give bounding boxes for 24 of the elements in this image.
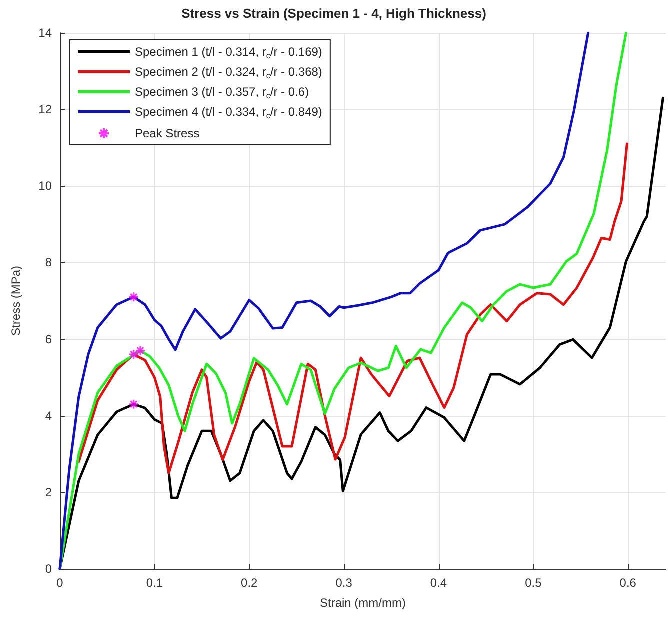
x-tick-label: 0.3 [336,576,353,590]
x-tick-label: 0 [56,576,64,590]
x-tick-label: 0.2 [241,576,258,590]
y-tick-label: 2 [45,485,52,500]
y-tick-label: 8 [45,256,52,270]
x-tick-label: 0.5 [525,576,542,590]
y-tick-label: 6 [45,332,52,346]
chart-title: Stress vs Strain (Specimen 1 - 4, High Thickness) [182,6,486,21]
point [128,349,140,360]
x-tick-label: 0.6 [620,576,637,590]
y-tick-label: 0 [45,562,52,576]
y-tick-label: 10 [38,179,52,194]
point [128,292,140,302]
y-tick-label: 12 [38,102,52,117]
line-series [78,142,628,475]
y-tick-label: 14 [38,26,52,40]
x-tick-label: 0.1 [146,576,164,590]
x-tick-label: 0.4 [430,576,448,590]
y-axis-title: Stress (MPa) [9,266,23,336]
x-axis-title: Strain (mm/mm) [320,596,406,610]
y-tick-label: 4 [45,408,52,423]
legend-label: Peak Stress [135,126,200,140]
point [128,399,140,410]
point [135,345,146,356]
